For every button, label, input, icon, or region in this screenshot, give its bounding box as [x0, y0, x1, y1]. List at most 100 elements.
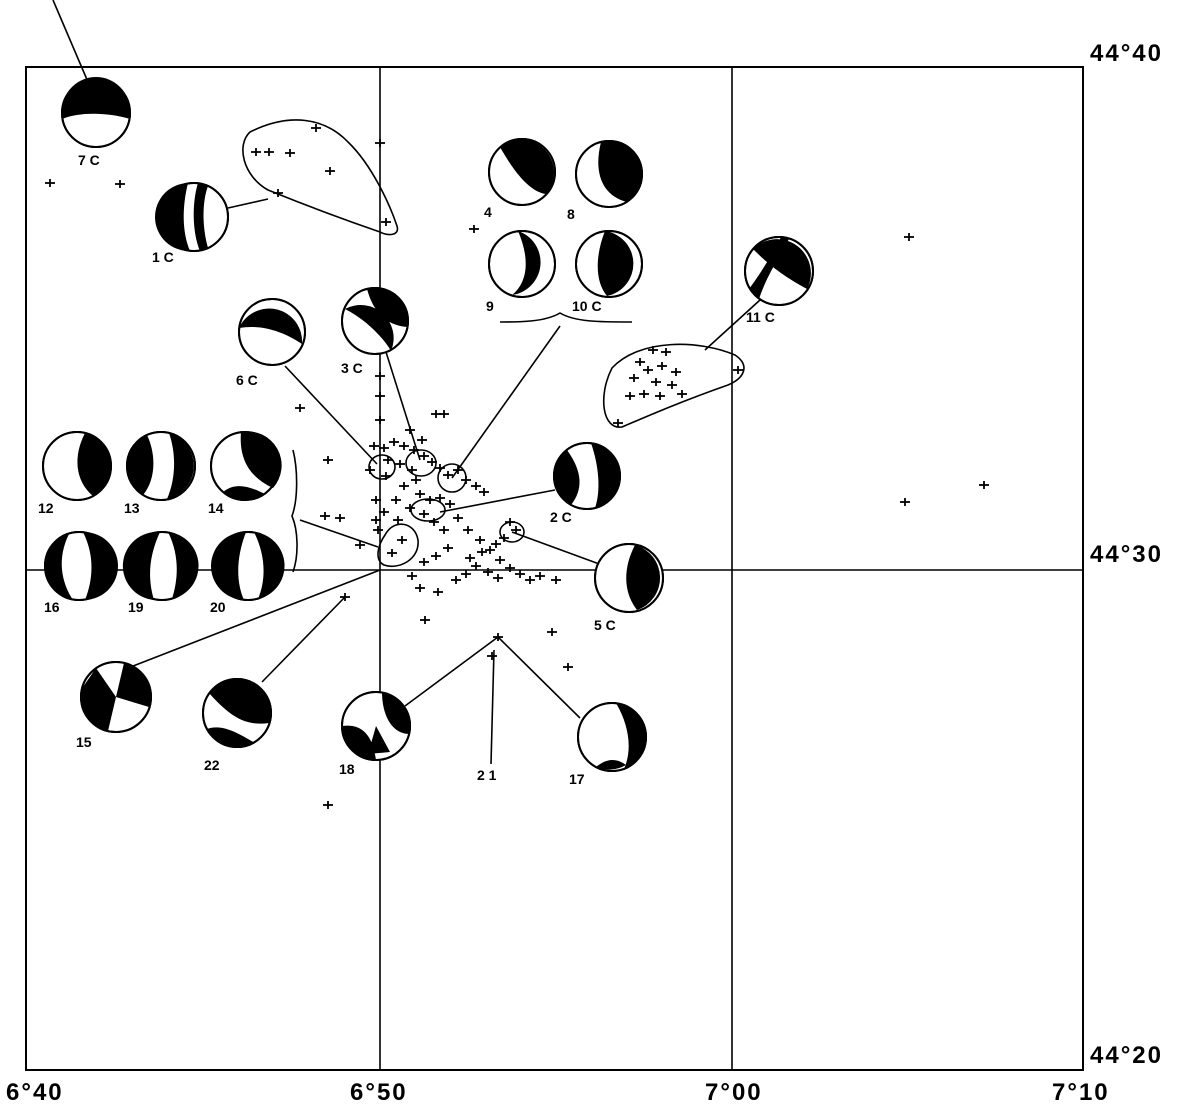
epicenter-cross [323, 801, 333, 809]
epicenter-cross [551, 576, 561, 584]
focal-mechanism-20 [211, 531, 285, 601]
focal-mechanism-9 [488, 230, 556, 298]
epicenter-cross [479, 488, 489, 496]
connector-line [284, 365, 378, 465]
focal-mechanism-10c [575, 230, 643, 298]
epicenter-cross [415, 584, 425, 592]
epicenter-cross [505, 518, 515, 526]
epicenter-cross [320, 512, 330, 520]
focal-mechanism-3c [341, 287, 409, 355]
event-label-2c: 2 C [550, 509, 572, 525]
epicenter-cross [493, 574, 503, 582]
event-label-20: 20 [210, 599, 226, 615]
epicenter-cross [485, 546, 495, 554]
epicenter-cross [375, 372, 385, 380]
epicenter-cross [405, 504, 415, 512]
event-label-7c: 7 C [78, 152, 100, 168]
epicenter-cross [563, 663, 573, 671]
epicenter-cross [285, 149, 295, 157]
epicenter-cross [375, 392, 385, 400]
bracket [291, 449, 298, 573]
epicenter-cross [904, 233, 914, 241]
event-label-16: 16 [44, 599, 60, 615]
epicenter-cross [365, 466, 375, 474]
connector-line [490, 649, 495, 765]
epicenter-cross [453, 466, 463, 474]
beachballs [42, 77, 814, 772]
connector-line [439, 489, 556, 513]
epicenter-cross [393, 516, 403, 524]
event-label-14: 14 [208, 500, 224, 516]
focal-mechanism-15 [80, 661, 152, 733]
epicenter-cross [115, 180, 125, 188]
epicenter-cross [295, 404, 305, 412]
focal-mechanism-14 [210, 431, 282, 501]
connector-line [385, 351, 421, 461]
epicenter-cross [495, 556, 505, 564]
focal-mechanism-4 [488, 138, 556, 206]
focal-mechanism-2c [553, 442, 621, 510]
epicenter-cross [405, 426, 415, 434]
epicenter-cross [429, 518, 439, 526]
epicenter-cross [655, 392, 665, 400]
epicenter-cross [677, 390, 687, 398]
epicenter-cross [435, 494, 445, 502]
epicenter-cross [439, 410, 449, 418]
epicenter-cross [667, 381, 677, 389]
epicenter-cross [461, 476, 471, 484]
focal-mechanism-17 [577, 702, 647, 772]
focal-mechanism-7c [61, 77, 131, 148]
focal-mechanism-16 [44, 531, 118, 601]
epicenter-cross [493, 633, 503, 641]
epicenter-cross [671, 368, 681, 376]
epicenter-cross [443, 544, 453, 552]
epicenter-cross [340, 593, 350, 601]
event-label-5c: 5 C [594, 617, 616, 633]
epicenter-cross [661, 348, 671, 356]
epicenter-cross [648, 346, 658, 354]
epicenter-cross [407, 572, 417, 580]
focal-mechanism-6c [238, 298, 306, 366]
focal-mechanism-18 [341, 691, 412, 761]
epicenter-cross [629, 374, 639, 382]
event-label-19: 19 [128, 599, 144, 615]
epicenter-cross [371, 516, 381, 524]
epicenter-cross [411, 476, 421, 484]
epicenter-cross [375, 416, 385, 424]
focal-mechanism-13 [126, 431, 196, 501]
connector-line [261, 596, 346, 683]
epicenter-cross [471, 482, 481, 490]
epicenter-cross [381, 218, 391, 226]
lon-label: 7°00 [705, 1079, 763, 1104]
focal-mechanism-8 [575, 140, 643, 208]
epicenter-cross [415, 490, 425, 498]
epicenter-cross [445, 500, 455, 508]
epicenter-cross [657, 362, 667, 370]
event-label-15: 15 [76, 734, 92, 750]
epicenter-cross [251, 148, 261, 156]
epicenter-cross [389, 438, 399, 446]
epicenter-cross [427, 458, 437, 466]
epicenter-cross [387, 549, 397, 557]
cluster-outline [405, 449, 437, 477]
epicenter-cross [369, 442, 379, 450]
epicenter-cross [273, 189, 283, 197]
epicenter-cross [397, 536, 407, 544]
epicenter-cross [461, 570, 471, 578]
epicenter-cross [625, 392, 635, 400]
event-label-9: 9 [486, 298, 494, 314]
epicenter-cross [453, 514, 463, 522]
epicenter-cross [465, 554, 475, 562]
connector-line [497, 636, 581, 719]
epicenter-cross [45, 179, 55, 187]
epicenter-cross [483, 568, 493, 576]
epicenter-cross [399, 482, 409, 490]
connector-line [52, 0, 89, 83]
epicenter-cross [475, 536, 485, 544]
event-label-12: 12 [38, 500, 54, 516]
cluster-outline [410, 498, 446, 522]
focal-mechanism-11c [744, 236, 814, 306]
epicenter-cross [499, 534, 509, 542]
connector-line [704, 299, 761, 351]
